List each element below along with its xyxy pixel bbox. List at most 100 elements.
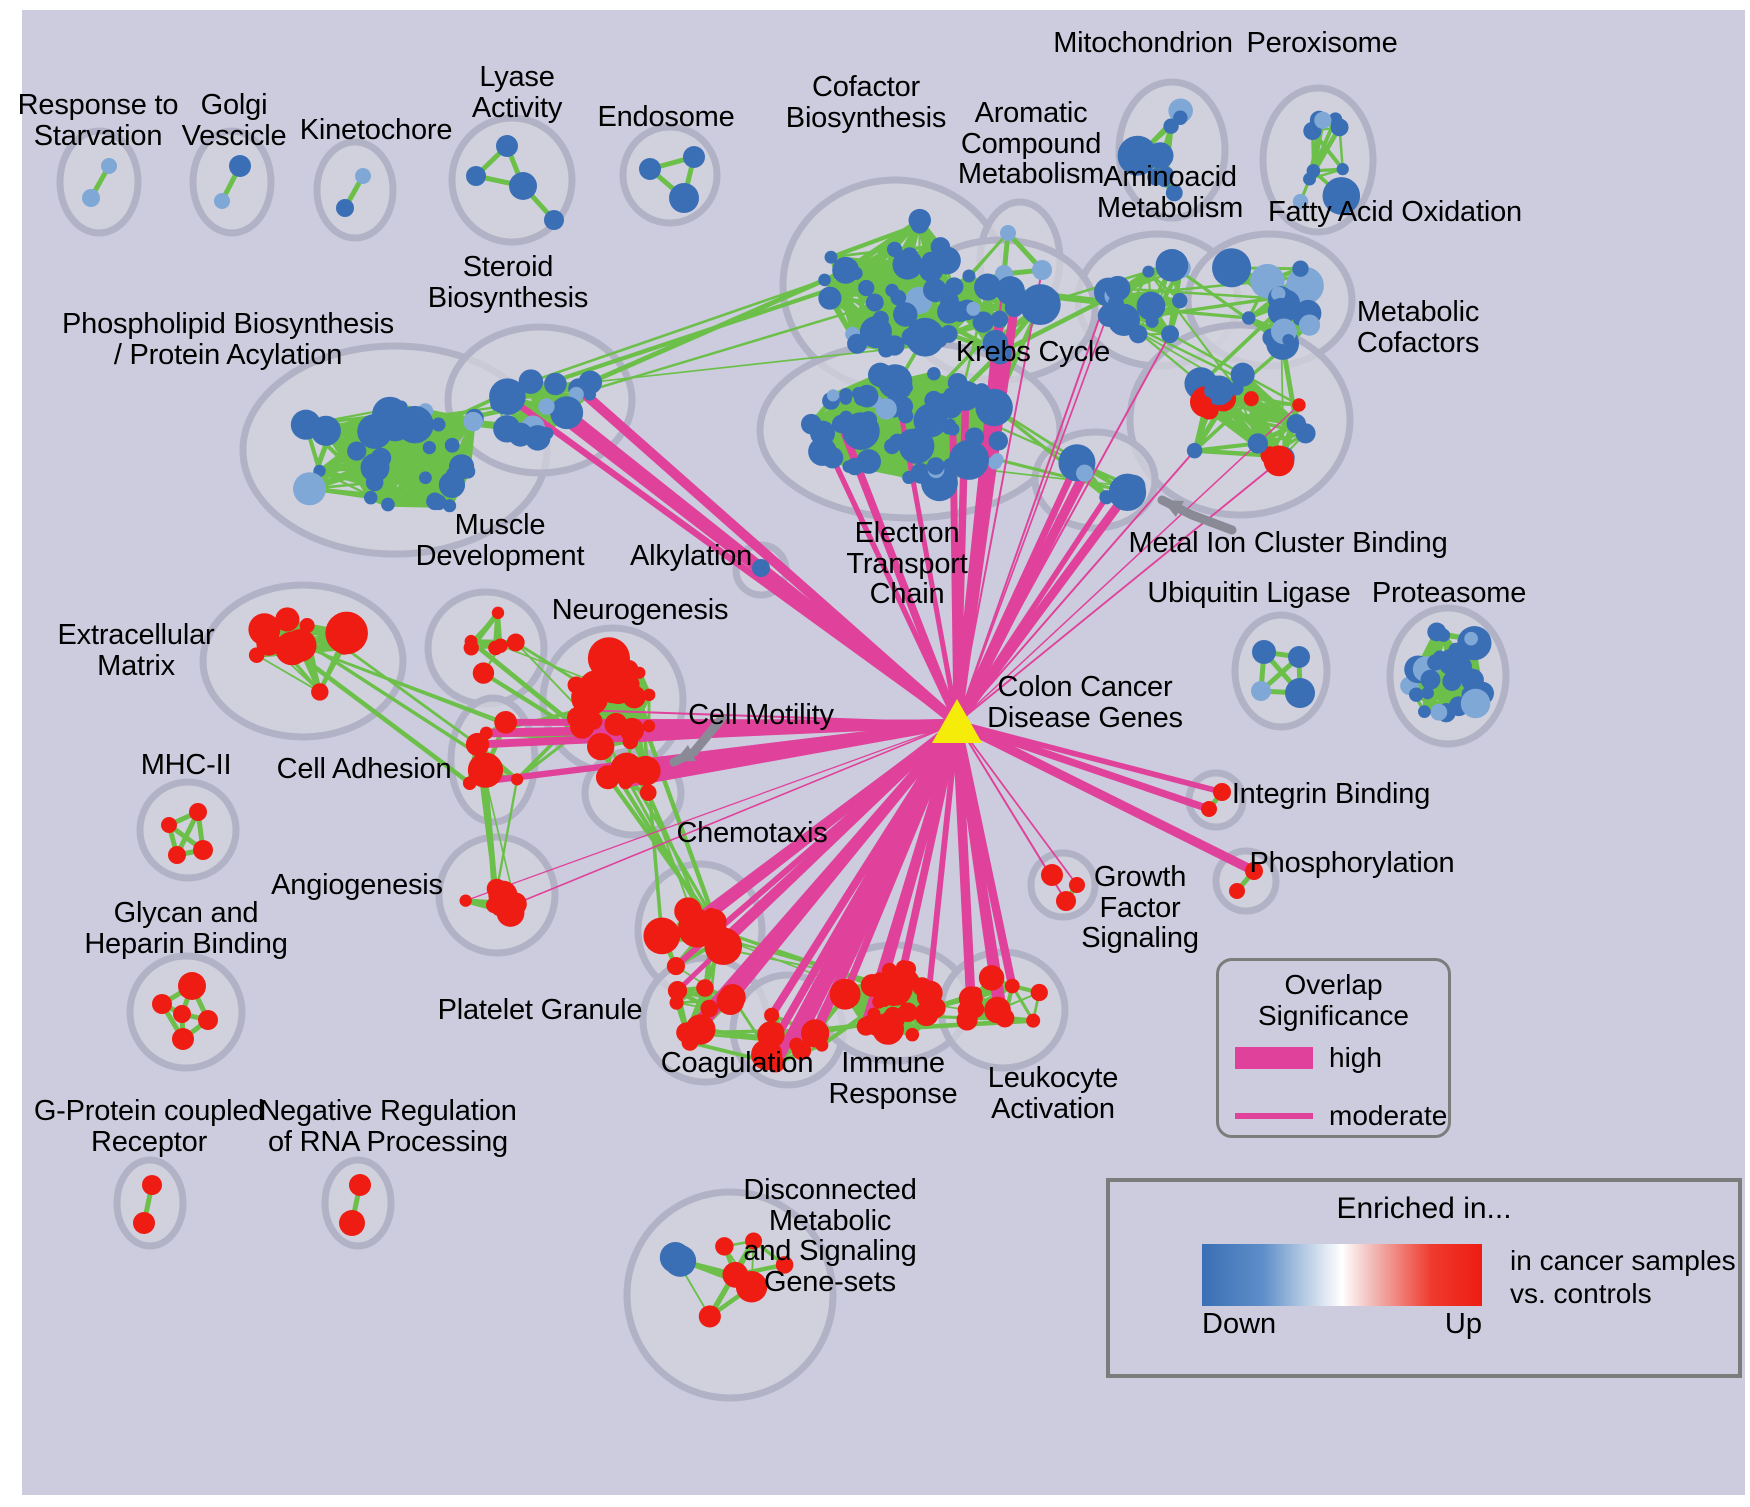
gene-set-node[interactable] (995, 1008, 1015, 1028)
gene-set-node[interactable] (419, 471, 432, 485)
gene-set-node[interactable] (910, 215, 929, 234)
gene-set-node[interactable] (1157, 173, 1172, 188)
gene-set-node[interactable] (829, 978, 861, 1010)
gene-set-node[interactable] (921, 251, 940, 271)
gene-set-node[interactable] (642, 688, 656, 702)
gene-set-node[interactable] (815, 1038, 829, 1052)
gene-set-node[interactable] (857, 1017, 872, 1032)
gene-set-node[interactable] (870, 972, 890, 992)
gene-set-node[interactable] (283, 629, 317, 662)
gene-set-node[interactable] (459, 894, 472, 907)
gene-set-node[interactable] (752, 559, 770, 577)
gene-set-node[interactable] (438, 471, 466, 498)
gene-set-node[interactable] (293, 472, 327, 506)
gene-set-node[interactable] (1019, 284, 1061, 326)
gene-set-node[interactable] (1421, 686, 1434, 700)
gene-set-node[interactable] (1186, 442, 1203, 459)
gene-set-node[interactable] (913, 403, 948, 438)
gene-set-node[interactable] (1442, 671, 1462, 691)
gene-set-node[interactable] (618, 775, 633, 790)
gene-set-node[interactable] (902, 470, 916, 484)
gene-set-node[interactable] (666, 957, 686, 976)
gene-set-node[interactable] (966, 301, 981, 316)
gene-set-node[interactable] (1097, 304, 1121, 327)
gene-set-node[interactable] (370, 447, 392, 469)
gene-set-node[interactable] (1146, 303, 1159, 316)
gene-set-node[interactable] (839, 410, 853, 424)
gene-set-node[interactable] (256, 618, 269, 632)
gene-set-node[interactable] (1117, 135, 1158, 176)
gene-set-node[interactable] (161, 817, 177, 833)
gene-set-node[interactable] (775, 1256, 794, 1274)
gene-set-node[interactable] (674, 897, 702, 926)
gene-set-node[interactable] (893, 302, 918, 327)
gene-set-node[interactable] (890, 289, 907, 306)
gene-set-node[interactable] (1046, 290, 1060, 304)
gene-set-node[interactable] (974, 273, 1002, 301)
gene-set-node[interactable] (597, 667, 628, 698)
gene-set-node[interactable] (299, 618, 315, 634)
gene-set-node[interactable] (1336, 163, 1349, 176)
gene-set-node[interactable] (884, 1006, 902, 1024)
gene-set-node[interactable] (1155, 248, 1189, 282)
gene-set-node[interactable] (849, 266, 863, 280)
gene-set-node[interactable] (914, 1002, 939, 1027)
gene-set-node[interactable] (587, 637, 630, 680)
gene-set-node[interactable] (696, 979, 714, 997)
gene-set-node[interactable] (587, 732, 615, 761)
gene-set-node[interactable] (988, 431, 1008, 451)
gene-set-node[interactable] (1314, 111, 1332, 129)
gene-set-node[interactable] (1430, 703, 1448, 721)
gene-set-node[interactable] (462, 776, 477, 790)
gene-set-node[interactable] (133, 1212, 155, 1234)
gene-set-node[interactable] (479, 726, 493, 740)
gene-set-node[interactable] (939, 324, 958, 343)
gene-set-node[interactable] (339, 1210, 365, 1236)
gene-set-node[interactable] (1056, 891, 1076, 911)
gene-set-node[interactable] (550, 396, 584, 430)
gene-set-node[interactable] (877, 993, 891, 1007)
gene-set-node[interactable] (1172, 292, 1188, 309)
gene-set-node[interactable] (1408, 687, 1424, 702)
gene-set-node[interactable] (875, 398, 897, 420)
gene-set-node[interactable] (101, 158, 117, 174)
gene-set-node[interactable] (1076, 464, 1094, 482)
gene-set-node[interactable] (377, 406, 413, 442)
gene-set-node[interactable] (168, 846, 186, 864)
gene-set-node[interactable] (927, 366, 941, 381)
gene-set-node[interactable] (858, 279, 875, 297)
gene-set-node[interactable] (1230, 362, 1255, 387)
gene-set-node[interactable] (589, 689, 605, 706)
gene-set-node[interactable] (488, 880, 518, 910)
gene-set-node[interactable] (1204, 375, 1234, 406)
gene-set-node[interactable] (172, 1028, 194, 1050)
gene-set-node[interactable] (630, 755, 661, 786)
gene-set-node[interactable] (667, 981, 688, 1001)
gene-set-node[interactable] (1267, 297, 1296, 326)
gene-set-node[interactable] (1163, 118, 1179, 134)
gene-set-node[interactable] (311, 683, 329, 701)
gene-set-node[interactable] (1464, 631, 1478, 646)
gene-set-node[interactable] (1330, 118, 1349, 137)
gene-set-node[interactable] (1418, 705, 1431, 719)
gene-set-node[interactable] (892, 249, 923, 280)
gene-set-node[interactable] (509, 172, 537, 200)
gene-set-node[interactable] (878, 341, 895, 358)
gene-set-node[interactable] (578, 370, 603, 395)
gene-set-node[interactable] (949, 439, 990, 480)
gene-set-node[interactable] (142, 1175, 162, 1195)
gene-set-node[interactable] (808, 437, 837, 466)
gene-set-node[interactable] (355, 168, 371, 184)
gene-set-node[interactable] (972, 311, 994, 333)
gene-set-node[interactable] (538, 398, 555, 415)
gene-set-node[interactable] (347, 441, 367, 461)
gene-set-node[interactable] (664, 1244, 697, 1277)
gene-set-node[interactable] (544, 210, 564, 230)
gene-set-node[interactable] (715, 1237, 734, 1256)
gene-set-node[interactable] (1285, 678, 1315, 708)
gene-set-node[interactable] (810, 420, 836, 446)
gene-set-node[interactable] (472, 662, 495, 684)
gene-set-node[interactable] (1145, 314, 1159, 328)
gene-set-node[interactable] (1030, 983, 1048, 1002)
gene-set-node[interactable] (764, 1007, 780, 1023)
